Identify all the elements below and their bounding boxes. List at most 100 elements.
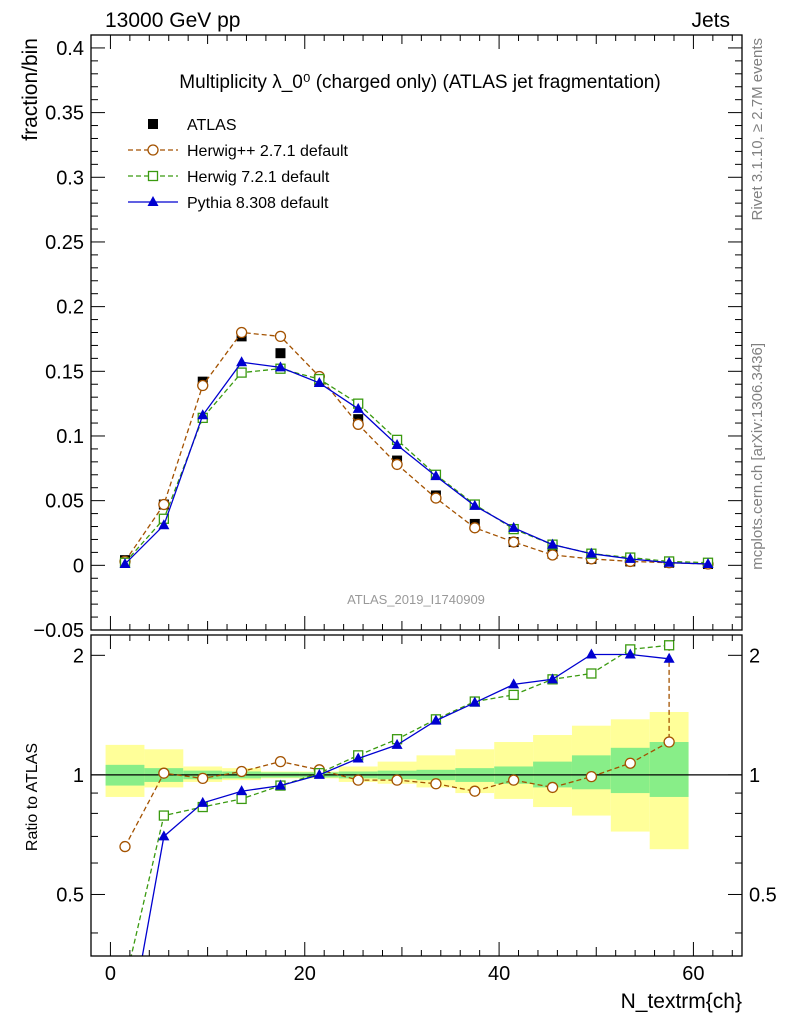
- ratio-herwig-2-7-1-default-point-9: [469, 785, 481, 797]
- source-url-label: mcplots.cern.ch [arXiv:1306.3436]: [749, 343, 766, 570]
- ratio-herwig-2-7-1-default-point-10: [508, 774, 520, 786]
- pythia-8-308-default-point-5: [313, 376, 325, 387]
- herwig-2-7-1-default-point-9: [469, 522, 481, 534]
- header-right: Jets: [691, 9, 730, 32]
- ratio-herwig-2-7-1-default-line: [124, 645, 670, 847]
- ratio-herwig-2-7-1-default-point-11: [546, 781, 559, 794]
- x-tick-label-60: 60: [682, 963, 704, 985]
- legend-herwig-2-7-1-default-label: Herwig++ 2.7.1 default: [187, 143, 349, 160]
- pythia-8-308-default-point-4: [274, 361, 286, 372]
- ratio-pythia-8-308-default-point-8: [430, 714, 442, 725]
- pythia-8-308-default-point-13: [624, 552, 636, 563]
- herwig-2-7-1-default-point-6: [352, 418, 364, 430]
- herwig-2-7-1-default-point-3: [235, 326, 248, 339]
- ratio-herwig-7-2-1-default-point-3: [236, 793, 247, 805]
- ratio-herwig-7-2-1-default-point-14: [663, 640, 675, 651]
- pythia-8-308-default-point-10: [508, 521, 520, 532]
- herwig-7-2-1-default-line: [124, 368, 709, 564]
- ratio-herwig-7-2-1-default-point-1: [158, 810, 170, 821]
- axes-ticks: 0 20 40 60 −0.05 0 0.05 0.1 0.15 0.2 0.25 0.3 0.35 0.…: [33, 34, 777, 985]
- legend-atlas-label: ATLAS: [187, 117, 237, 134]
- ratio-pythia-8-308-default-point-5: [313, 768, 325, 779]
- ratio-herwig-2-7-1-default-point-12: [585, 770, 598, 783]
- ratio-y-tick-label-right-2: 2: [749, 645, 760, 667]
- pythia-8-308-default-point-8: [430, 470, 442, 481]
- herwig-7-2-1-default-point-3: [236, 367, 247, 378]
- ratio-y-tick-label-right-1: 1: [749, 765, 760, 787]
- ratio-herwig-7-2-1-default-point-0: [121, 978, 130, 987]
- top-y-tick-label-0.1: 0.1: [56, 426, 84, 448]
- pythia-8-308-default-point-2: [197, 409, 209, 420]
- ratio-y-axis-label: Ratio to ATLAS: [24, 743, 41, 851]
- herwig-2-7-1-default-point-10: [508, 536, 520, 548]
- ratio-y-tick-label-1: 1: [73, 765, 84, 787]
- ratio-pythia-8-308-default-point-4: [274, 779, 286, 790]
- ratio-pythia-8-308-default-point-6: [352, 752, 364, 763]
- chart-title: Multiplicity λ_0⁰ (charged only) (ATLAS …: [179, 72, 660, 93]
- top-y-tick-label-0.25: 0.25: [45, 232, 84, 254]
- ratio-pythia-8-308-default-point-14: [663, 652, 675, 663]
- ratio-herwig-2-7-1-default-point-13: [624, 757, 636, 769]
- herwig-2-7-1-default-point-4: [274, 330, 287, 343]
- ratio-plot-series: [119, 640, 675, 987]
- pythia-8-308-default-point-6: [352, 402, 364, 413]
- ratio-y-tick-label-right-0.5: 0.5: [749, 884, 777, 906]
- top-y-tick-label-−0.05: −0.05: [33, 620, 84, 642]
- ratio-herwig-2-7-1-default-point-1: [158, 767, 170, 779]
- top-y-tick-label-0.4: 0.4: [56, 38, 84, 60]
- top-y-tick-label-0: 0: [73, 555, 84, 577]
- pythia-8-308-default-point-7: [391, 439, 403, 450]
- ratio-pythia-8-308-default-point-10: [508, 678, 520, 689]
- ratio-pythia-8-308-default-point-1: [158, 830, 170, 841]
- ratio-herwig-2-7-1-default-point-3: [235, 765, 248, 778]
- ratio-pythia-8-308-default-line: [141, 653, 670, 956]
- pythia-8-308-default-point-9: [469, 499, 481, 510]
- header-left: 13000 GeV pp: [105, 9, 240, 32]
- ratio-herwig-7-2-1-default-point-12: [586, 668, 597, 679]
- ratio-pythia-8-308-default-point-13: [624, 648, 636, 659]
- pythia-8-308-default-point-1: [158, 519, 170, 530]
- analysis-watermark: ATLAS_2019_I1740909: [347, 592, 485, 607]
- ratio-herwig-2-7-1-default-point-2: [197, 772, 209, 785]
- top-y-tick-label-0.3: 0.3: [56, 167, 84, 189]
- pythia-8-308-default-point-14: [663, 556, 675, 567]
- ratio-herwig-2-7-1-default-point-8: [430, 778, 442, 790]
- ratio-pythia-8-308-default-point-9: [469, 696, 481, 707]
- pythia-8-308-default-point-3: [236, 356, 248, 367]
- inner-band-14: [649, 742, 689, 797]
- ratio-pythia-8-308-default-point-7: [391, 738, 403, 749]
- pythia-8-308-default-point-15: [702, 558, 714, 569]
- herwig-2-7-1-default-point-7: [391, 458, 403, 471]
- herwig-2-7-1-default-point-2: [197, 379, 209, 392]
- top-y-tick-label-0.15: 0.15: [45, 361, 84, 383]
- herwig-2-7-1-default-line: [124, 331, 709, 565]
- pythia-8-308-default-point-0: [119, 558, 131, 569]
- x-tick-label-0: 0: [105, 963, 116, 985]
- ratio-herwig-2-7-1-default-point-14: [663, 736, 675, 748]
- x-axis-label: N_textrm{ch}: [621, 990, 742, 1013]
- ratio-herwig-7-2-1-default-point-10: [508, 689, 519, 701]
- inner-band-13: [610, 747, 650, 794]
- legend-pythia-8-308-default-marker: [147, 196, 159, 206]
- legend-herwig-7-2-1-default-marker: [147, 170, 159, 182]
- ratio-y-tick-label-2: 2: [73, 645, 84, 667]
- legend-herwig-7-2-1-default-label: Herwig 7.2.1 default: [187, 169, 330, 186]
- top-y-tick-label-0.05: 0.05: [45, 491, 84, 513]
- pythia-8-308-default-point-12: [585, 547, 597, 558]
- legend-atlas-marker: [148, 119, 158, 129]
- ratio-pythia-8-308-default-point-2: [197, 796, 209, 807]
- herwig-2-7-1-default-point-11: [546, 549, 559, 561]
- top-y-tick-label-0.2: 0.2: [56, 297, 84, 319]
- top-y-tick-label-0.35: 0.35: [45, 103, 84, 125]
- legend-herwig-2-7-1-default-marker: [147, 144, 159, 156]
- herwig-2-7-1-default-point-1: [158, 498, 170, 511]
- ratio-y-tick-label-0.5: 0.5: [56, 884, 84, 906]
- pythia-8-308-default-point-11: [547, 538, 559, 549]
- pythia-8-308-default-line: [124, 361, 709, 565]
- ratio-pythia-8-308-default-point-12: [585, 648, 597, 659]
- herwig-2-7-1-default-point-8: [430, 492, 442, 504]
- x-tick-label-40: 40: [488, 963, 510, 985]
- top-y-axis-label: fraction/bin: [19, 38, 42, 141]
- legend-pythia-8-308-default-label: Pythia 8.308 default: [187, 195, 329, 212]
